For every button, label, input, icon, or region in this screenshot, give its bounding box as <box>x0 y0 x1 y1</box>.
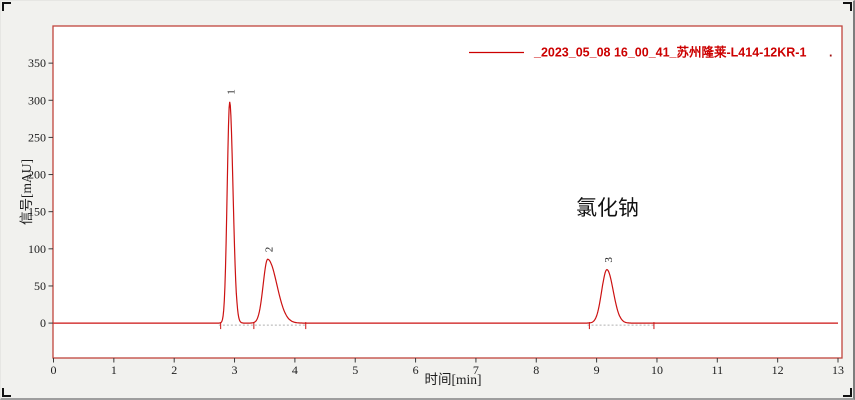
legend-label: _2023_05_08 16_00_41_苏州隆莱-L414-12KR-1 <box>533 45 806 60</box>
x-tick-label: 7 <box>473 363 479 377</box>
x-tick-label: 5 <box>352 363 358 377</box>
x-tick-label: 3 <box>232 363 238 377</box>
x-tick-label: 9 <box>594 363 600 377</box>
annotation-compound-name: 氯化钠 <box>576 197 639 220</box>
x-tick-label: 4 <box>292 363 298 377</box>
selection-handle-bottom-right[interactable] <box>843 388 852 397</box>
y-tick-label: 350 <box>28 56 46 70</box>
selection-handle-top-right[interactable] <box>843 2 852 11</box>
legend-trailing-mark: . <box>829 46 832 60</box>
selection-handle-top-left[interactable] <box>2 2 11 11</box>
y-axis-title: 信号[mAU] <box>19 159 34 225</box>
x-tick-label: 11 <box>712 363 724 377</box>
x-axis-title: 时间[min] <box>425 372 482 387</box>
peak-label: 3 <box>603 257 615 263</box>
chromatogram-trace <box>53 101 838 324</box>
x-tick-label: 10 <box>651 363 663 377</box>
x-tick-label: 8 <box>533 363 539 377</box>
plot-frame <box>52 25 843 359</box>
y-tick-label: 50 <box>34 279 46 293</box>
x-tick-label: 12 <box>772 363 784 377</box>
x-tick-label: 1 <box>111 363 117 377</box>
x-tick-label: 0 <box>51 363 57 377</box>
x-tick-label: 2 <box>171 363 177 377</box>
y-tick-label: 100 <box>28 242 46 256</box>
y-tick-label: 200 <box>28 168 46 182</box>
y-tick-label: 300 <box>28 93 46 107</box>
x-tick-label: 13 <box>832 363 844 377</box>
x-tick-label: 6 <box>413 363 419 377</box>
y-tick-label: 0 <box>40 316 46 330</box>
y-tick-label: 250 <box>28 130 46 144</box>
y-tick-label: 150 <box>28 205 46 219</box>
peak-label: 1 <box>226 89 238 95</box>
peak-label: 2 <box>264 247 276 253</box>
selection-handle-bottom-left[interactable] <box>2 388 11 397</box>
